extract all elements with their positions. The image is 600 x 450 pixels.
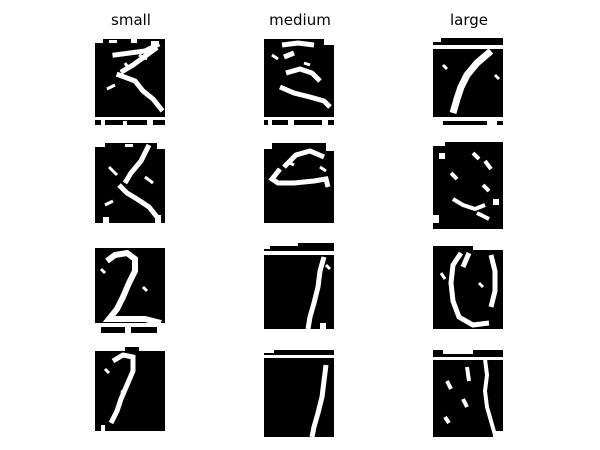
tile-large-row1 [433,35,503,125]
column-title-large: large [449,11,488,29]
tile-large-row2 [433,139,503,229]
column-title-medium: medium [269,11,331,29]
tile-small-row2 [95,139,165,229]
tile-medium-row1 [264,35,334,125]
tile-large-row3 [433,243,503,333]
column-title-small: small [111,11,151,29]
tile-medium-row4 [264,347,334,437]
tile-medium-row2 [264,139,334,229]
tile-large-row4 [433,347,503,437]
tile-medium-row3 [264,243,334,333]
tile-small-row3 [95,243,165,333]
tile-small-row4 [95,347,165,437]
tile-small-row1 [95,35,165,125]
